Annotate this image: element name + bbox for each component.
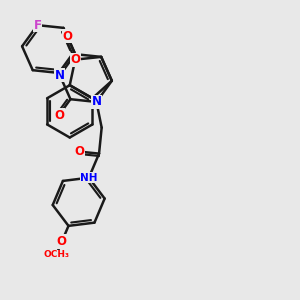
Text: O: O [74, 145, 85, 158]
Text: O: O [62, 30, 72, 43]
Text: O: O [70, 53, 80, 66]
Text: NH: NH [80, 173, 98, 183]
Text: F: F [34, 19, 41, 32]
Text: OCH₃: OCH₃ [43, 250, 69, 259]
Text: O: O [54, 109, 64, 122]
Text: N: N [55, 69, 65, 82]
Text: N: N [92, 95, 101, 108]
Text: O: O [57, 235, 67, 248]
